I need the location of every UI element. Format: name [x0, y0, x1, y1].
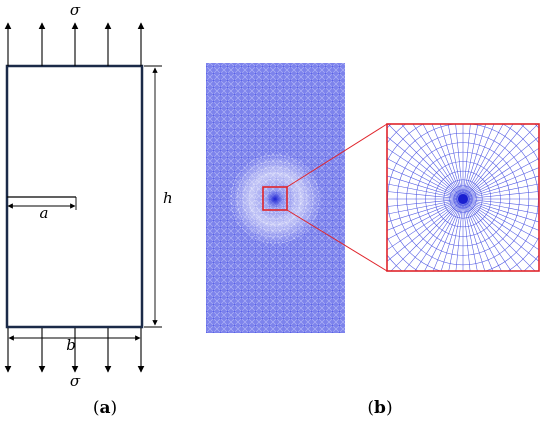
caption-b: (b) — [367, 398, 392, 418]
zoom-connector-top — [286, 123, 388, 188]
crack-length-label: a — [40, 204, 49, 222]
crack-tip-highlight-box — [262, 186, 288, 211]
sigma-bottom-label: σ — [70, 372, 81, 390]
width-label: b — [66, 336, 76, 354]
height-label: h — [163, 189, 173, 207]
mesh-refinement-rings — [230, 154, 320, 244]
top-stress-arrows — [4, 22, 145, 66]
zoomed-mesh-view — [386, 123, 540, 272]
crack-tip-mesh-core — [266, 190, 284, 208]
zoom-crack-tip — [458, 194, 468, 204]
panel-a-schematic: σ σ a h b (a) — [4, 1, 173, 418]
caption-a: (a) — [93, 398, 117, 418]
zoom-connector-bottom — [286, 209, 388, 272]
height-dimension — [144, 65, 162, 328]
panel-b-mesh: (b) — [206, 63, 540, 418]
sigma-top-label: σ — [70, 1, 81, 19]
